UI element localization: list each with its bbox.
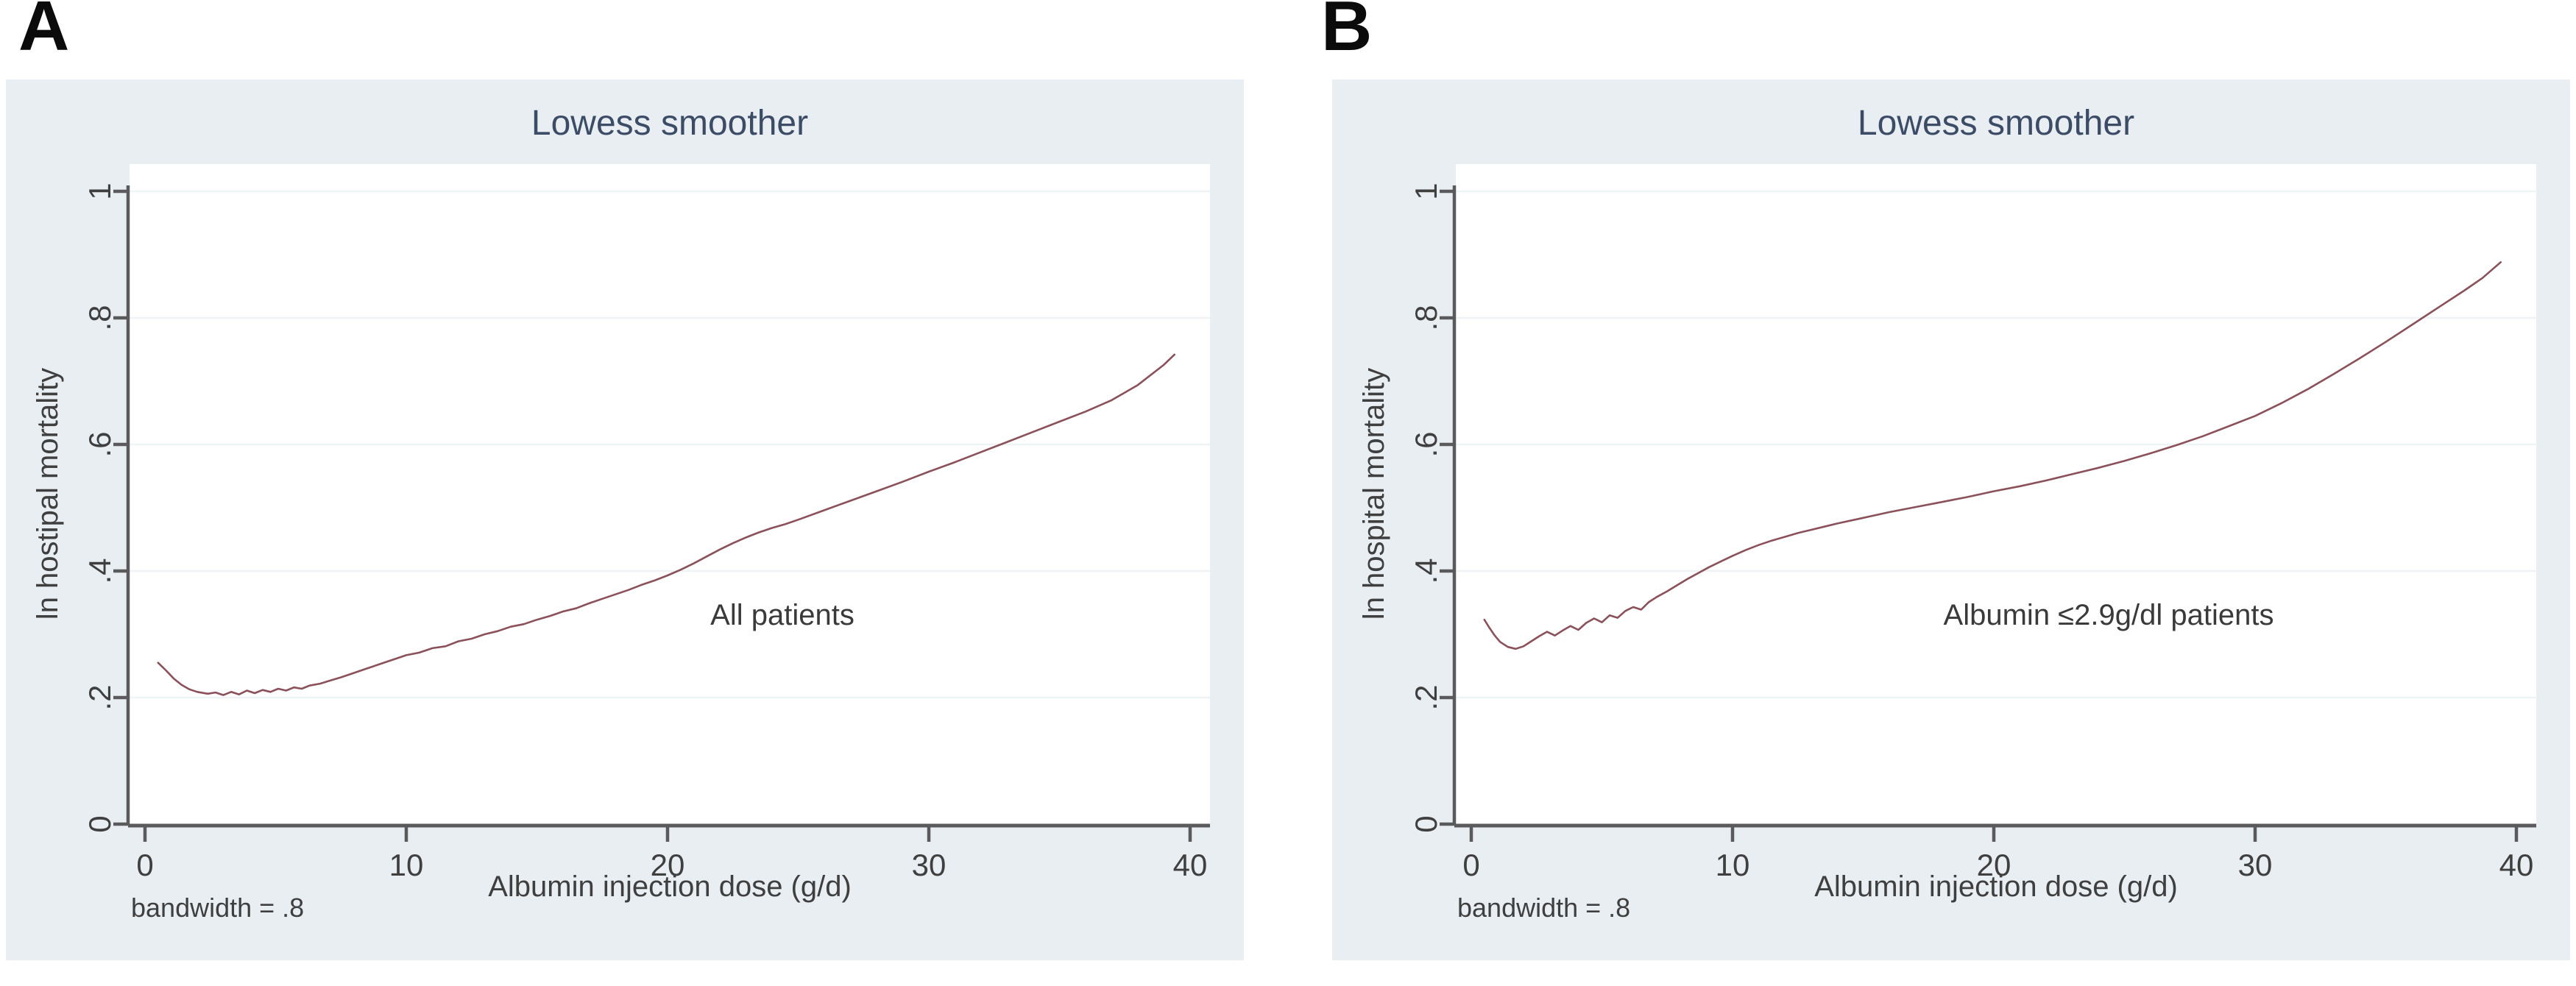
plot-title: Lowess smoother: [531, 104, 809, 143]
y-axis-title: ln hostipal mortality: [32, 367, 64, 620]
x-axis-title: Albumin injection dose (g/d): [1814, 870, 2178, 903]
y-tick-label: .6: [82, 431, 117, 457]
panel-b-letter: B: [1321, 0, 1373, 65]
x-tick-label: 40: [1173, 848, 1208, 882]
x-axis-title: Albumin injection dose (g/d): [488, 870, 852, 903]
lowess-curve: [1483, 261, 2502, 650]
plot-title: Lowess smoother: [1857, 104, 2135, 143]
y-tick-label: .8: [82, 305, 117, 330]
series-annotation: Albumin ≤2.9g/dl patients: [1943, 599, 2274, 631]
lowess-curve: [157, 353, 1175, 696]
y-tick-label: .4: [1409, 558, 1443, 584]
y-tick-label: 0: [1409, 815, 1443, 832]
x-tick-label: 0: [1462, 848, 1479, 882]
panel-a: 0.2.4.6.8 1 0 10 20 30 40 Lowess smoother ln h…: [6, 79, 1244, 960]
x-tick-label: 40: [2499, 848, 2534, 882]
y-tick-label: .2: [82, 684, 117, 710]
y-tick-label: .6: [1409, 431, 1443, 457]
y-tick-label: .2: [1409, 684, 1443, 710]
panel-b: 0.2.4.6.8 1 0 10 20 30 40 Lowess smoother ln h…: [1332, 79, 2570, 960]
x-tick-label: 30: [912, 848, 946, 882]
panel-a-letter: A: [18, 0, 70, 65]
x-tick-label: 0: [136, 848, 153, 882]
bandwidth-note: bandwidth = .8: [1457, 893, 1631, 923]
y-tick-label: 1: [82, 182, 117, 199]
x-tick-label: 30: [2238, 848, 2273, 882]
x-tick-label: 10: [389, 848, 424, 882]
y-tick-label: .8: [1409, 305, 1443, 330]
x-tick-label: 10: [1716, 848, 1750, 882]
plot-area: [130, 164, 1210, 824]
y-tick-label: .4: [82, 558, 117, 584]
x-tick-label: 20: [651, 848, 685, 882]
plot-area: [1456, 164, 2536, 824]
x-tick-label: 20: [1977, 848, 2011, 882]
y-tick-label: 0: [82, 815, 117, 832]
bandwidth-note: bandwidth = .8: [131, 893, 305, 923]
y-tick-label: 1: [1409, 182, 1443, 199]
series-annotation: All patients: [710, 599, 854, 631]
plot-canvas-a: 0.2.4.6.810 10 20 30 40: [6, 79, 1244, 960]
y-axis-title: ln hospital mortality: [1358, 367, 1390, 620]
plot-canvas-b: 0.2.4.6.810 10 20 30 40: [1332, 79, 2570, 960]
